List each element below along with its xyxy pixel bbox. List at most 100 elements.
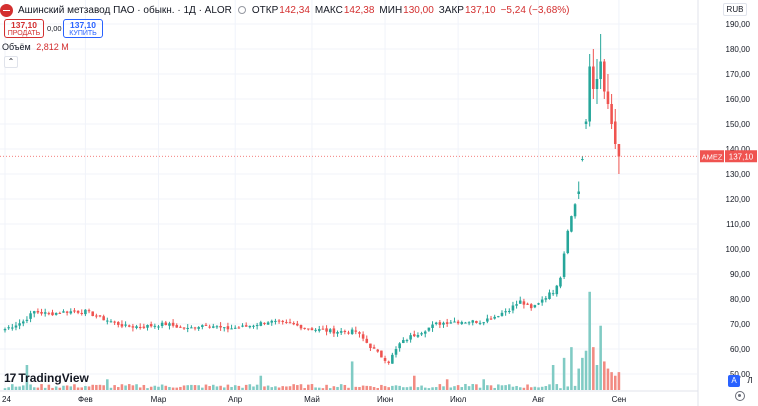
volume-bar xyxy=(581,357,584,390)
candle-body xyxy=(32,311,36,314)
volume-bar xyxy=(610,372,613,390)
candle-body xyxy=(149,324,153,327)
candle-body xyxy=(570,216,573,232)
y-tick-label: 50,00 xyxy=(730,370,751,379)
candle-body xyxy=(588,66,591,122)
volume-bar xyxy=(372,387,376,390)
volume-bar xyxy=(577,368,580,390)
buy-button[interactable]: 137,10 КУПИТЬ xyxy=(63,19,103,38)
volume-bar xyxy=(241,387,244,390)
volume-bar xyxy=(73,384,76,390)
volume-bar xyxy=(442,386,445,390)
volume-bar xyxy=(7,387,10,390)
log-scale-button[interactable]: Л xyxy=(747,376,753,385)
volume-bar xyxy=(208,386,211,390)
symbol-title[interactable]: Ашинский метзавод ПАО · обыкн. · 1Д · AL… xyxy=(18,4,232,16)
candle-body xyxy=(456,321,460,324)
candle-body xyxy=(175,325,179,328)
ticker-label-bg xyxy=(700,150,724,163)
volume-bar xyxy=(65,385,69,390)
currency-button[interactable]: RUB xyxy=(723,3,747,16)
candle-body xyxy=(358,332,361,334)
candle-body xyxy=(361,334,365,339)
volume-bar xyxy=(489,385,493,390)
volume-bar xyxy=(529,387,533,390)
collapse-legend-button[interactable]: ⌃ xyxy=(4,56,18,68)
candles xyxy=(3,34,621,365)
volume-bar xyxy=(14,386,18,390)
candle-body xyxy=(551,293,555,295)
volume-bar xyxy=(511,386,515,390)
candle-body xyxy=(511,305,515,311)
volume-bar xyxy=(270,387,274,390)
market-status-icon[interactable] xyxy=(237,6,246,14)
volume-bar xyxy=(493,387,496,390)
volume-bar xyxy=(537,387,540,390)
candle-body xyxy=(526,303,529,305)
candle-body xyxy=(347,332,350,334)
candle-body xyxy=(212,326,215,328)
close-value: 137,10 xyxy=(464,4,496,16)
volume-bar xyxy=(307,384,310,390)
candle-body xyxy=(427,327,431,331)
candle-body xyxy=(11,327,14,329)
candle-body xyxy=(613,121,617,144)
candle-body xyxy=(73,310,76,312)
volume-bar xyxy=(533,386,537,390)
volume-bar xyxy=(11,384,14,390)
buy-price: 137,10 xyxy=(70,20,96,30)
volume-bar xyxy=(160,384,164,390)
candle-body xyxy=(182,327,186,329)
volume-bar xyxy=(266,385,270,390)
gear-icon[interactable] xyxy=(735,391,745,401)
volume-bar xyxy=(54,386,58,390)
volume-bar xyxy=(171,387,175,390)
volume-bar xyxy=(471,384,475,390)
volume-bar xyxy=(175,387,179,390)
volume-bar xyxy=(365,385,369,390)
volume-bar xyxy=(190,384,193,390)
volume-bar xyxy=(91,384,94,390)
volume-bar xyxy=(343,384,347,390)
volume-bar xyxy=(25,365,29,390)
volume-bar xyxy=(486,385,489,390)
candle-body xyxy=(398,343,401,349)
sell-button[interactable]: 137,10 ПРОДАТЬ xyxy=(4,19,44,38)
volume-bar xyxy=(445,379,449,390)
tradingview-logo[interactable]: 17 TradingView xyxy=(4,371,89,385)
candle-body xyxy=(343,330,347,332)
volume-bar xyxy=(219,385,222,390)
candle-body xyxy=(599,61,602,79)
volume-bar xyxy=(321,388,325,390)
volume-bar xyxy=(332,386,336,390)
volume-bar xyxy=(599,325,602,390)
candle-body xyxy=(171,322,175,326)
volume-legend[interactable]: Объём 2,812 M xyxy=(2,42,69,52)
volume-bar xyxy=(69,386,73,390)
candle-body xyxy=(215,326,219,328)
candle-body xyxy=(303,327,306,329)
candle-body xyxy=(369,343,372,348)
candle-body xyxy=(548,292,551,300)
volume-bar xyxy=(146,388,149,390)
y-tick-label: 100,00 xyxy=(726,245,751,254)
volume-bar xyxy=(40,384,43,390)
volume-bars xyxy=(3,291,621,390)
volume-bar xyxy=(113,385,116,390)
volume-bar xyxy=(504,385,507,390)
volume-bar xyxy=(29,384,32,390)
volume-bar xyxy=(310,384,314,390)
volume-bar xyxy=(380,384,383,390)
candle-body xyxy=(566,230,570,254)
candle-body xyxy=(58,312,62,314)
candle-body xyxy=(179,326,182,328)
candle-body xyxy=(493,316,496,319)
volume-bar xyxy=(244,384,248,390)
volume-bar xyxy=(255,384,259,390)
volume-bar xyxy=(149,386,153,390)
auto-scale-button[interactable]: A xyxy=(728,375,740,387)
candle-body xyxy=(321,328,325,330)
volume-bar xyxy=(573,385,577,390)
y-tick-label: 80,00 xyxy=(730,295,751,304)
